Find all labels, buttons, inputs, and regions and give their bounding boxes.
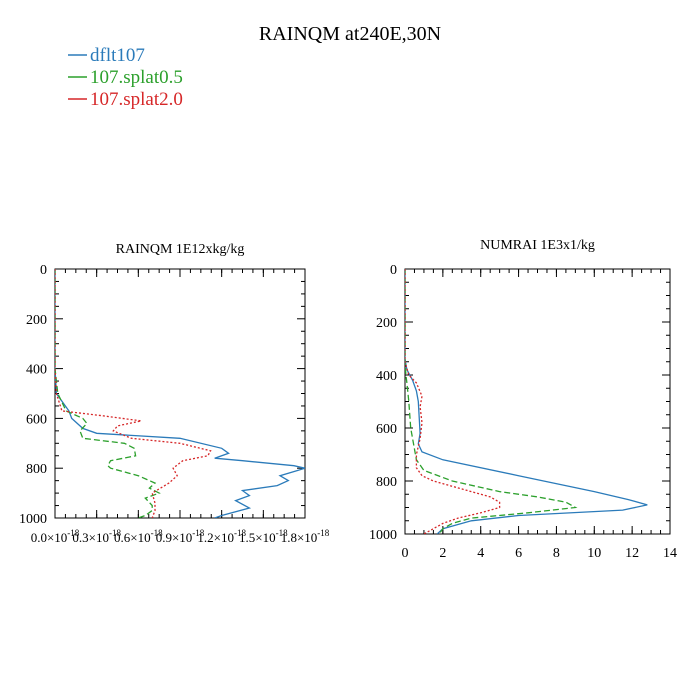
- series-line-107.splat0.5: [405, 269, 578, 534]
- y-tick-label: 600: [26, 412, 47, 427]
- y-tick-label: 200: [376, 316, 397, 331]
- y-tick-label: 400: [376, 369, 397, 384]
- legend-label-0: dflt107: [90, 45, 145, 66]
- y-tick-label: 1000: [19, 512, 47, 527]
- plot-frame: [404, 268, 671, 535]
- x-tick-label: 8: [553, 546, 560, 561]
- panel-numrai: NUMRAI 1E3x1/kg 0 200 400 600 800 1000 0 2 4 6 8 10 1…: [369, 238, 677, 561]
- legend: dflt107 107.splat0.5 107.splat2.0: [68, 45, 183, 110]
- series-line-107.splat2.0: [55, 269, 212, 518]
- x-tick-label: 14: [663, 546, 677, 561]
- x-tick-label: 0: [402, 546, 409, 561]
- y-tick-label: 0: [390, 263, 397, 278]
- legend-label-1: 107.splat0.5: [90, 67, 183, 88]
- x-tick-label: 6: [515, 546, 522, 561]
- x-tick-label: 1.8×10-18: [281, 528, 330, 545]
- panel-title: RAINQM 1E12xkg/kg: [116, 242, 245, 257]
- y-tick-label: 800: [26, 462, 47, 477]
- y-tick-label: 200: [26, 313, 47, 328]
- y-tick-label: 600: [376, 422, 397, 437]
- y-tick-label: 1000: [369, 528, 397, 543]
- legend-entry-1: 107.splat0.5: [68, 67, 183, 88]
- x-tick-label: 2: [439, 546, 446, 561]
- legend-entry-0: dflt107: [68, 45, 145, 66]
- x-tick-label: 12: [625, 546, 639, 561]
- series-line-107.splat0.5: [55, 269, 161, 518]
- x-tick-label: 4: [477, 546, 484, 561]
- series-line-dflt107: [55, 269, 305, 518]
- series-line-dflt107: [405, 269, 648, 534]
- panel-title: NUMRAI 1E3x1/kg: [480, 238, 595, 253]
- figure-title: RAINQM at240E,30N: [259, 23, 441, 45]
- plot-frame: [54, 268, 306, 519]
- panel-rainqm: RAINQM 1E12xkg/kg020040060080010000.0×10…: [19, 242, 330, 545]
- y-tick-label: 800: [376, 475, 397, 490]
- legend-label-2: 107.splat2.0: [90, 89, 183, 110]
- y-tick-label: 0: [40, 263, 47, 278]
- series-line-107.splat2.0: [405, 269, 501, 534]
- x-tick-label: 10: [587, 546, 601, 561]
- y-tick-label: 400: [26, 363, 47, 378]
- legend-entry-2: 107.splat2.0: [68, 89, 183, 110]
